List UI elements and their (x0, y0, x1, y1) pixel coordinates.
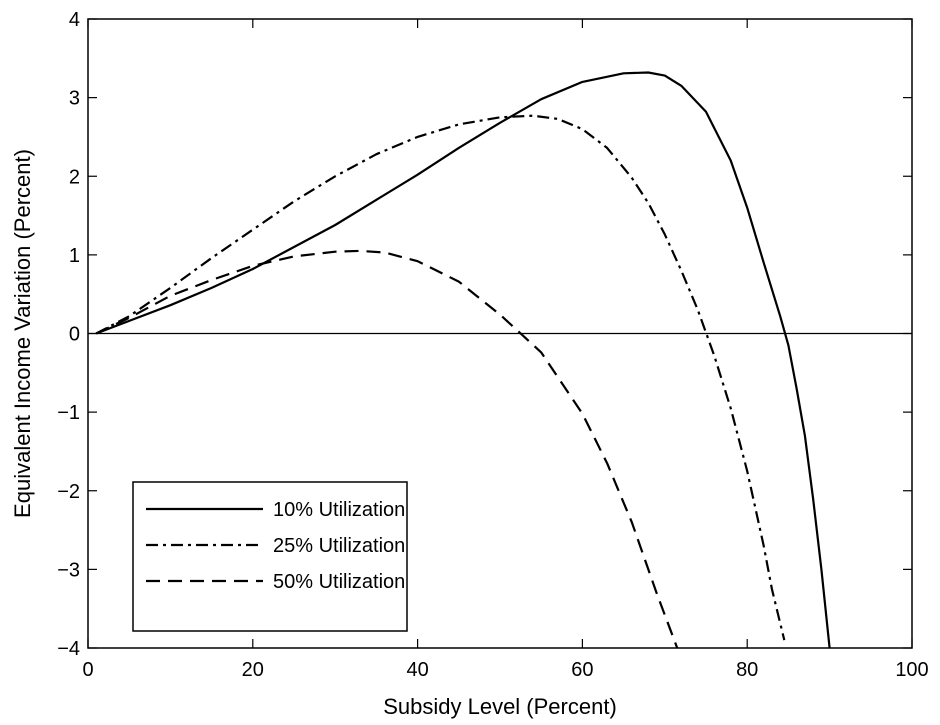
x-tick-label: 0 (82, 659, 93, 681)
x-tick-label: 80 (736, 659, 758, 681)
y-tick-label: −3 (57, 559, 80, 581)
x-tick-label: 40 (406, 659, 428, 681)
y-axis-title: Equivalent Income Variation (Percent) (10, 149, 35, 518)
legend-label-50-utilization: 50% Utilization (273, 571, 405, 593)
legend-box (132, 481, 408, 632)
y-tick-label: −2 (57, 481, 80, 503)
y-tick-label: 2 (69, 166, 80, 188)
x-axis-title: Subsidy Level (Percent) (383, 694, 617, 719)
legend-label-10-utilization: 10% Utilization (273, 499, 405, 521)
y-tick-label: −1 (57, 402, 80, 424)
x-tick-label: 20 (242, 659, 264, 681)
x-tick-label: 100 (895, 659, 928, 681)
series-line-10-utilization (95, 71, 831, 649)
y-tick-label: 0 (69, 324, 80, 346)
series-line-50-utilization (95, 249, 679, 649)
y-tick-label: 1 (69, 245, 80, 267)
legend-label-25-utilization: 25% Utilization (273, 535, 405, 557)
y-tick-label: 4 (69, 9, 80, 31)
y-tick-label: −4 (57, 638, 80, 660)
series-layer (95, 71, 831, 649)
legend: 10% Utilization 25% Utilization 50% Util… (132, 481, 408, 632)
axis-ticks: 0 20 40 60 80 100 −4 −3 −2 −1 0 1 2 3 4 (57, 9, 929, 681)
x-tick-label: 60 (571, 659, 593, 681)
plot-frame (87, 18, 913, 649)
series-line-25-utilization (95, 114, 786, 641)
y-tick-label: 3 (69, 88, 80, 110)
